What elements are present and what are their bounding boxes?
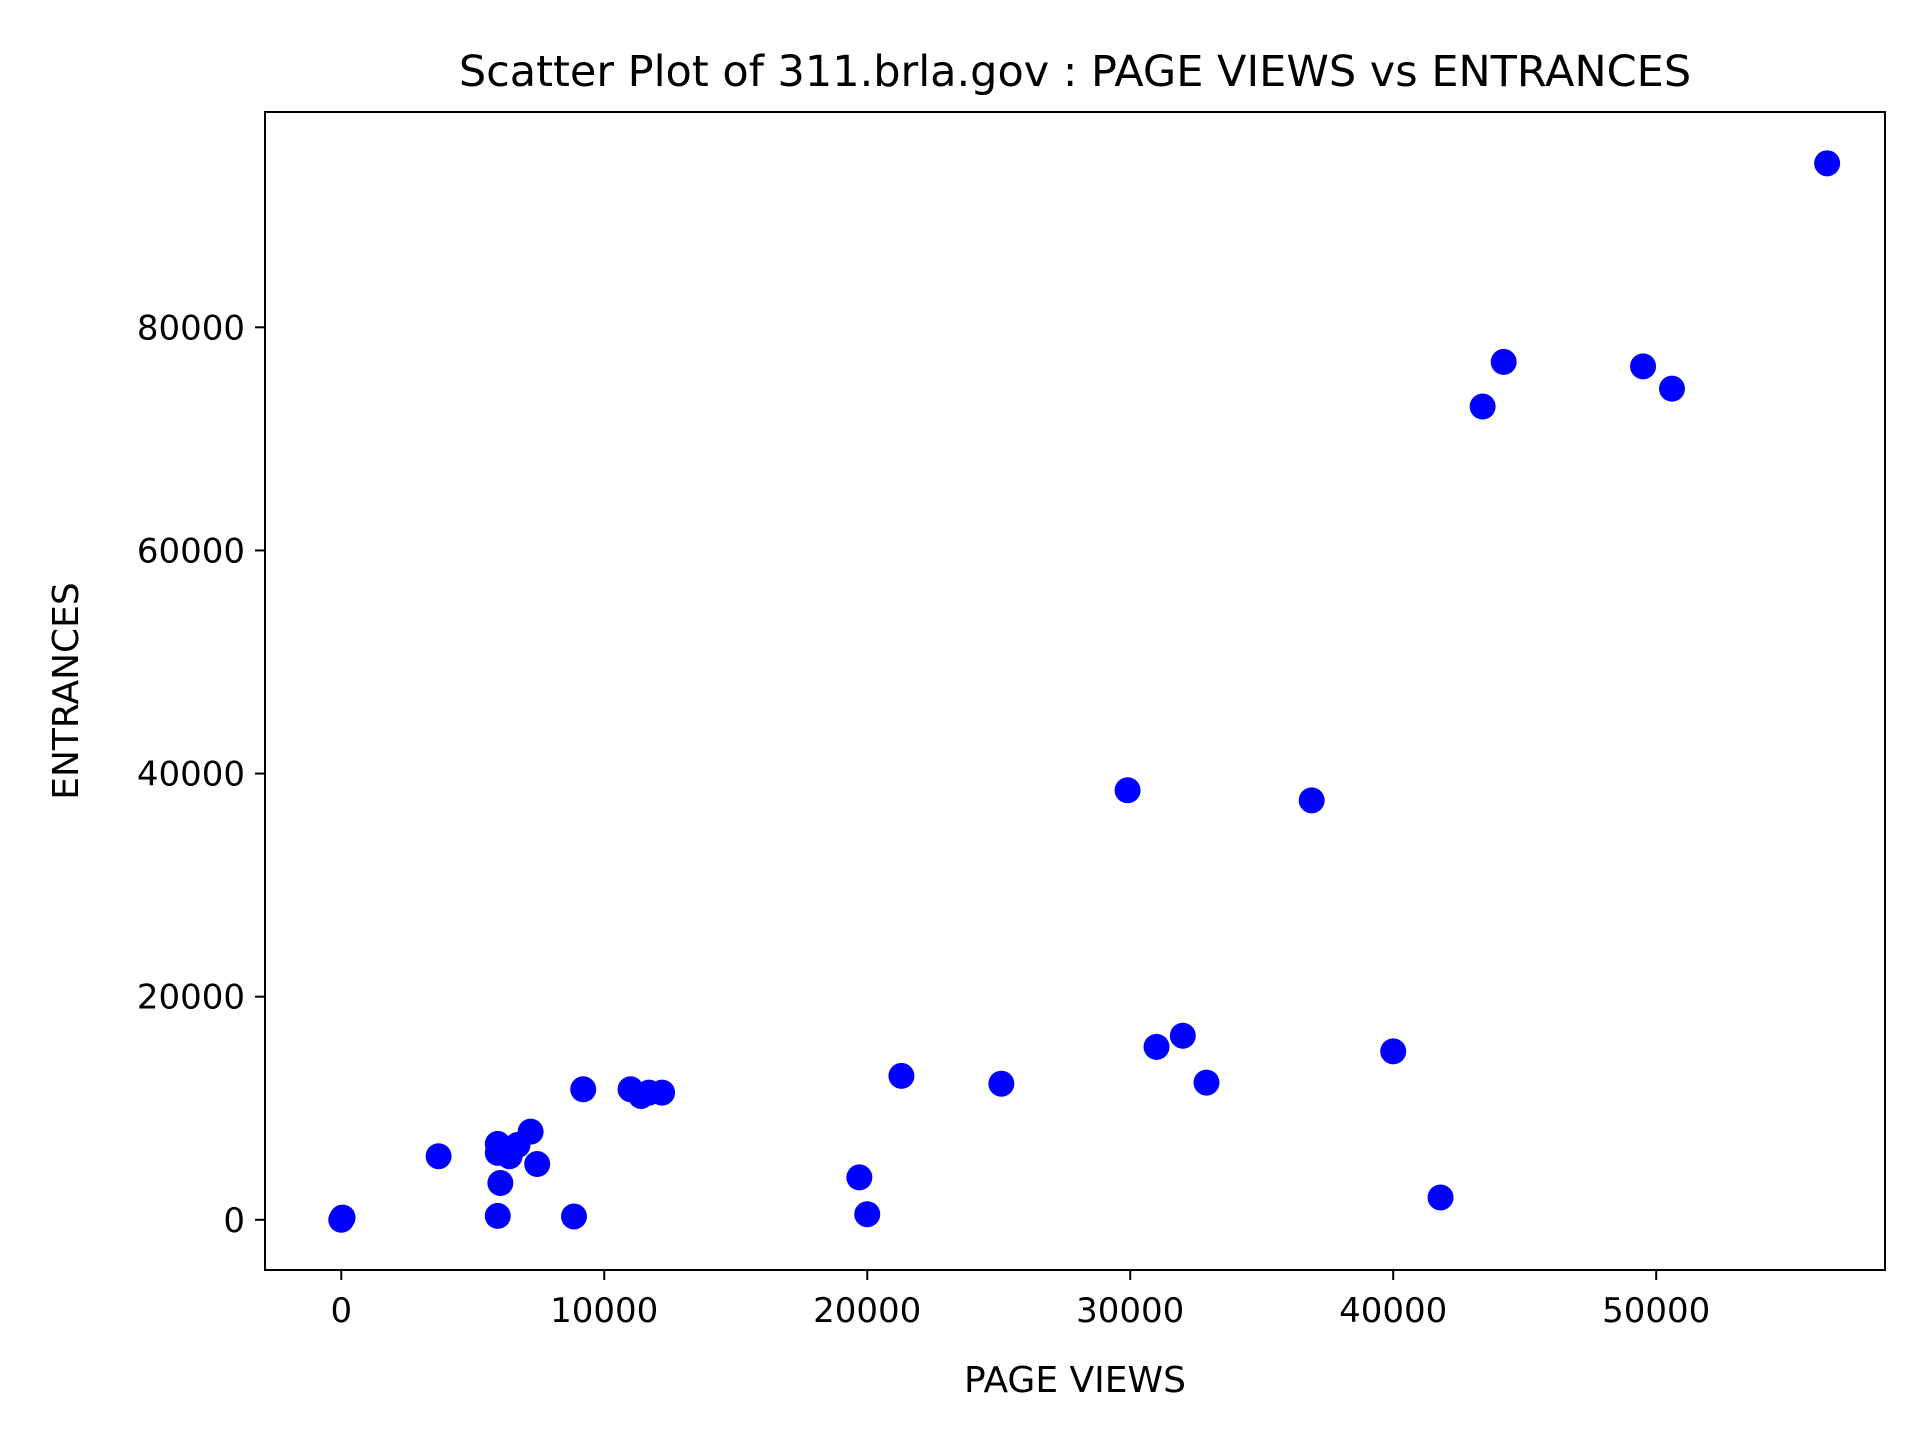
scatter-point [854, 1201, 881, 1228]
scatter-point [484, 1202, 511, 1229]
scatter-point [1630, 353, 1657, 380]
scatter-point [425, 1143, 452, 1170]
x-tick-label: 40000 [1339, 1291, 1447, 1331]
scatter-point [1380, 1038, 1407, 1065]
y-tick-label: 0 [223, 1201, 245, 1241]
scatter-point [1814, 150, 1841, 177]
scatter-point [1143, 1033, 1170, 1060]
x-tick-label: 10000 [550, 1291, 658, 1331]
scatter-point [517, 1118, 544, 1145]
scatter-point [570, 1076, 597, 1103]
y-tick-label: 80000 [137, 308, 245, 348]
scatter-point [649, 1079, 676, 1106]
scatter-point [329, 1204, 356, 1231]
scatter-point [1469, 393, 1496, 420]
scatter-point [1169, 1022, 1196, 1049]
y-tick-label: 40000 [137, 755, 245, 795]
y-tick-label: 20000 [137, 978, 245, 1018]
x-tick-label: 30000 [1076, 1291, 1184, 1331]
scatter-point [988, 1070, 1015, 1097]
scatter-point [888, 1062, 915, 1089]
points-layer [328, 150, 1841, 1233]
scatter-point [1298, 787, 1325, 814]
x-tick-label: 50000 [1602, 1291, 1710, 1331]
x-axis-label: PAGE VIEWS [964, 1360, 1186, 1401]
y-tick-label: 60000 [137, 531, 245, 571]
scatter-point [487, 1169, 514, 1196]
scatter-point [1427, 1184, 1454, 1211]
scatter-point [1193, 1069, 1220, 1096]
chart-title: Scatter Plot of 311.brla.gov : PAGE VIEW… [459, 47, 1691, 97]
plot-frame [264, 111, 1886, 1271]
scatter-point [561, 1203, 588, 1230]
scatter-point [846, 1164, 873, 1191]
ticks-layer: 0 10000 20000 30000 40000 50000 0 20000 40000 600… [137, 308, 1710, 1331]
x-tick-label: 20000 [813, 1291, 921, 1331]
scatter-point [1658, 375, 1685, 402]
y-axis-label: ENTRANCES [46, 582, 87, 800]
scatter-point [1490, 348, 1517, 375]
scatter-point [1114, 777, 1141, 804]
scatter-point [524, 1151, 551, 1178]
x-tick-label: 0 [330, 1291, 352, 1331]
